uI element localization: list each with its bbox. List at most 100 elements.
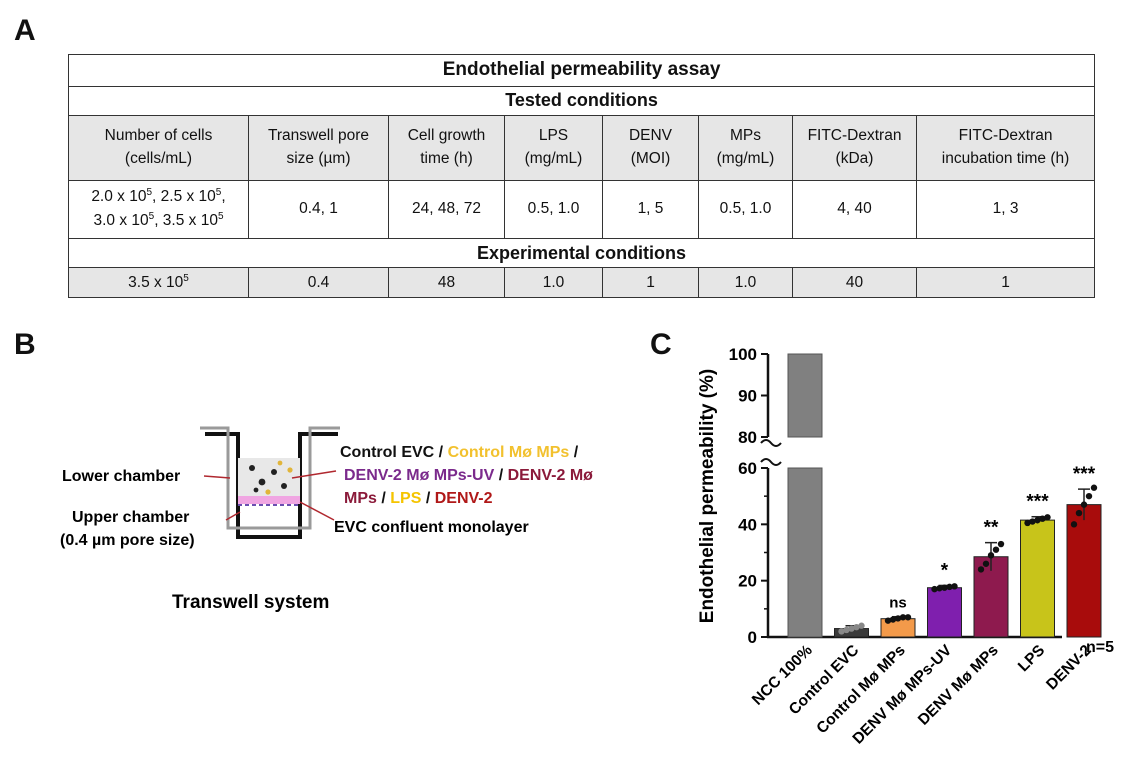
y-tick-label: 20 bbox=[738, 572, 757, 591]
x-category-label: LPS bbox=[1015, 642, 1048, 675]
monolayer-label: EVC confluent monolayer bbox=[334, 519, 529, 536]
table-cell: 1, 5 bbox=[602, 179, 699, 239]
y-tick-label: 90 bbox=[738, 387, 757, 406]
table-cell: 4, 40 bbox=[792, 179, 917, 239]
panel-label-b: B bbox=[14, 328, 36, 361]
column-header: Number of cells (cells/mL) bbox=[68, 115, 249, 181]
particles bbox=[249, 460, 293, 495]
lower-chamber-wall bbox=[205, 432, 338, 539]
table-cell: 1, 3 bbox=[915, 179, 1096, 239]
axis-break-mark bbox=[760, 458, 782, 466]
pointer-treatments bbox=[291, 470, 337, 479]
upper-chamber-insert bbox=[200, 426, 340, 530]
table-header-row: Number of cells (cells/mL) Transwell pore… bbox=[68, 115, 1096, 181]
bar-upper-segment bbox=[787, 353, 823, 438]
table-cell: 40 bbox=[792, 267, 917, 298]
treatments-line-1: Control EVC / Control Mø MPs / bbox=[340, 444, 579, 461]
data-point bbox=[899, 614, 907, 621]
bar bbox=[1020, 519, 1055, 638]
data-point bbox=[951, 583, 958, 590]
panel-label-c: C bbox=[650, 328, 672, 361]
data-point bbox=[838, 628, 845, 635]
column-header: LPS (mg/mL) bbox=[504, 115, 603, 181]
data-point bbox=[848, 625, 855, 632]
table-cell: 24, 48, 72 bbox=[388, 179, 505, 239]
significance-label: *** bbox=[1073, 464, 1096, 485]
data-point bbox=[1024, 519, 1031, 527]
table-cell-cells: 3.5 x 105 bbox=[68, 267, 249, 298]
data-point bbox=[1085, 492, 1093, 500]
y-tick-label: 100 bbox=[729, 345, 757, 364]
column-header: Cell growth time (h) bbox=[388, 115, 505, 181]
evc-monolayer bbox=[238, 496, 300, 504]
panel-label-a: A bbox=[14, 14, 36, 47]
experimental-values-row: 3.5 x 105 0.4 48 1.0 1 1.0 40 1 bbox=[68, 267, 1096, 298]
table-cell: 1 bbox=[602, 267, 699, 298]
data-point bbox=[1039, 515, 1046, 522]
significance-label: * bbox=[941, 560, 949, 581]
data-point bbox=[884, 617, 892, 624]
significance-label: ns bbox=[889, 595, 907, 612]
data-point bbox=[1029, 518, 1036, 525]
data-point bbox=[987, 552, 995, 559]
data-point bbox=[982, 560, 990, 567]
data-point bbox=[1075, 509, 1083, 517]
table-cell-cells: 2.0 x 105, 2.5 x 105, 3.0 x 105, 3.5 x 1… bbox=[68, 179, 249, 239]
table-cell: 0.5, 1.0 bbox=[698, 179, 793, 239]
y-tick-label: 0 bbox=[748, 628, 757, 647]
table-cell: 0.4 bbox=[248, 267, 389, 298]
axis-break-mark bbox=[760, 439, 782, 447]
n-label: n=5 bbox=[1086, 639, 1114, 656]
tested-values-row: 2.0 x 105, 2.5 x 105, 3.0 x 105, 3.5 x 1… bbox=[68, 179, 1096, 239]
significance-label: *** bbox=[1026, 492, 1049, 513]
data-point bbox=[946, 583, 953, 591]
x-category-label: DENV Mø MPs bbox=[915, 642, 1002, 729]
bar bbox=[787, 467, 823, 638]
pointer-lower bbox=[203, 475, 231, 479]
table-cell: 0.4, 1 bbox=[248, 179, 389, 239]
table-cell: 1 bbox=[915, 267, 1096, 298]
bar bbox=[927, 587, 962, 638]
data-point bbox=[843, 626, 850, 634]
table-cell: 1.0 bbox=[504, 267, 603, 298]
data-point bbox=[1044, 514, 1051, 521]
pointer-monolayer bbox=[299, 501, 335, 521]
data-point bbox=[1080, 501, 1088, 508]
data-point bbox=[853, 623, 860, 631]
column-header: FITC-Dextran (kDa) bbox=[792, 115, 917, 181]
y-axis-label: Endothelial permeability (%) bbox=[697, 369, 718, 623]
data-point bbox=[858, 622, 865, 629]
assay-table: Endothelial permeability assay Tested co… bbox=[67, 54, 1096, 298]
pore-size-label: (0.4 µm pore size) bbox=[60, 532, 195, 549]
data-point bbox=[894, 615, 902, 622]
pointer-upper bbox=[225, 511, 241, 521]
y-tick-label: 40 bbox=[738, 515, 757, 534]
data-point bbox=[931, 585, 938, 593]
medium-fill bbox=[238, 458, 300, 502]
data-point bbox=[1070, 521, 1078, 528]
data-point bbox=[1034, 516, 1041, 524]
table-title: Endothelial permeability assay bbox=[67, 54, 1096, 87]
lower-chamber-label: Lower chamber bbox=[62, 468, 180, 485]
data-point bbox=[1090, 484, 1098, 491]
treatments-line-2: DENV-2 Mø MPs-UV / DENV-2 Mø bbox=[344, 467, 593, 484]
data-point bbox=[997, 540, 1005, 548]
upper-chamber-label: Upper chamber bbox=[72, 509, 189, 526]
table-cell: 48 bbox=[388, 267, 505, 298]
tested-conditions-heading: Tested conditions bbox=[67, 85, 1096, 117]
data-point bbox=[992, 546, 1000, 553]
table-cell: 0.5, 1.0 bbox=[504, 179, 603, 239]
column-header: Transwell pore size (µm) bbox=[248, 115, 389, 181]
column-header: DENV (MOI) bbox=[602, 115, 699, 181]
y-tick-label: 80 bbox=[738, 428, 757, 447]
diagram-caption: Transwell system bbox=[172, 592, 329, 613]
y-tick-label: 60 bbox=[738, 459, 757, 478]
experimental-conditions-heading: Experimental conditions bbox=[67, 237, 1096, 269]
data-point bbox=[941, 584, 948, 591]
table-cell: 1.0 bbox=[698, 267, 793, 298]
data-point bbox=[889, 616, 897, 623]
significance-label: ** bbox=[984, 518, 999, 539]
data-point bbox=[936, 585, 943, 592]
treatments-line-3: MPs / LPS / DENV-2 bbox=[344, 490, 493, 507]
